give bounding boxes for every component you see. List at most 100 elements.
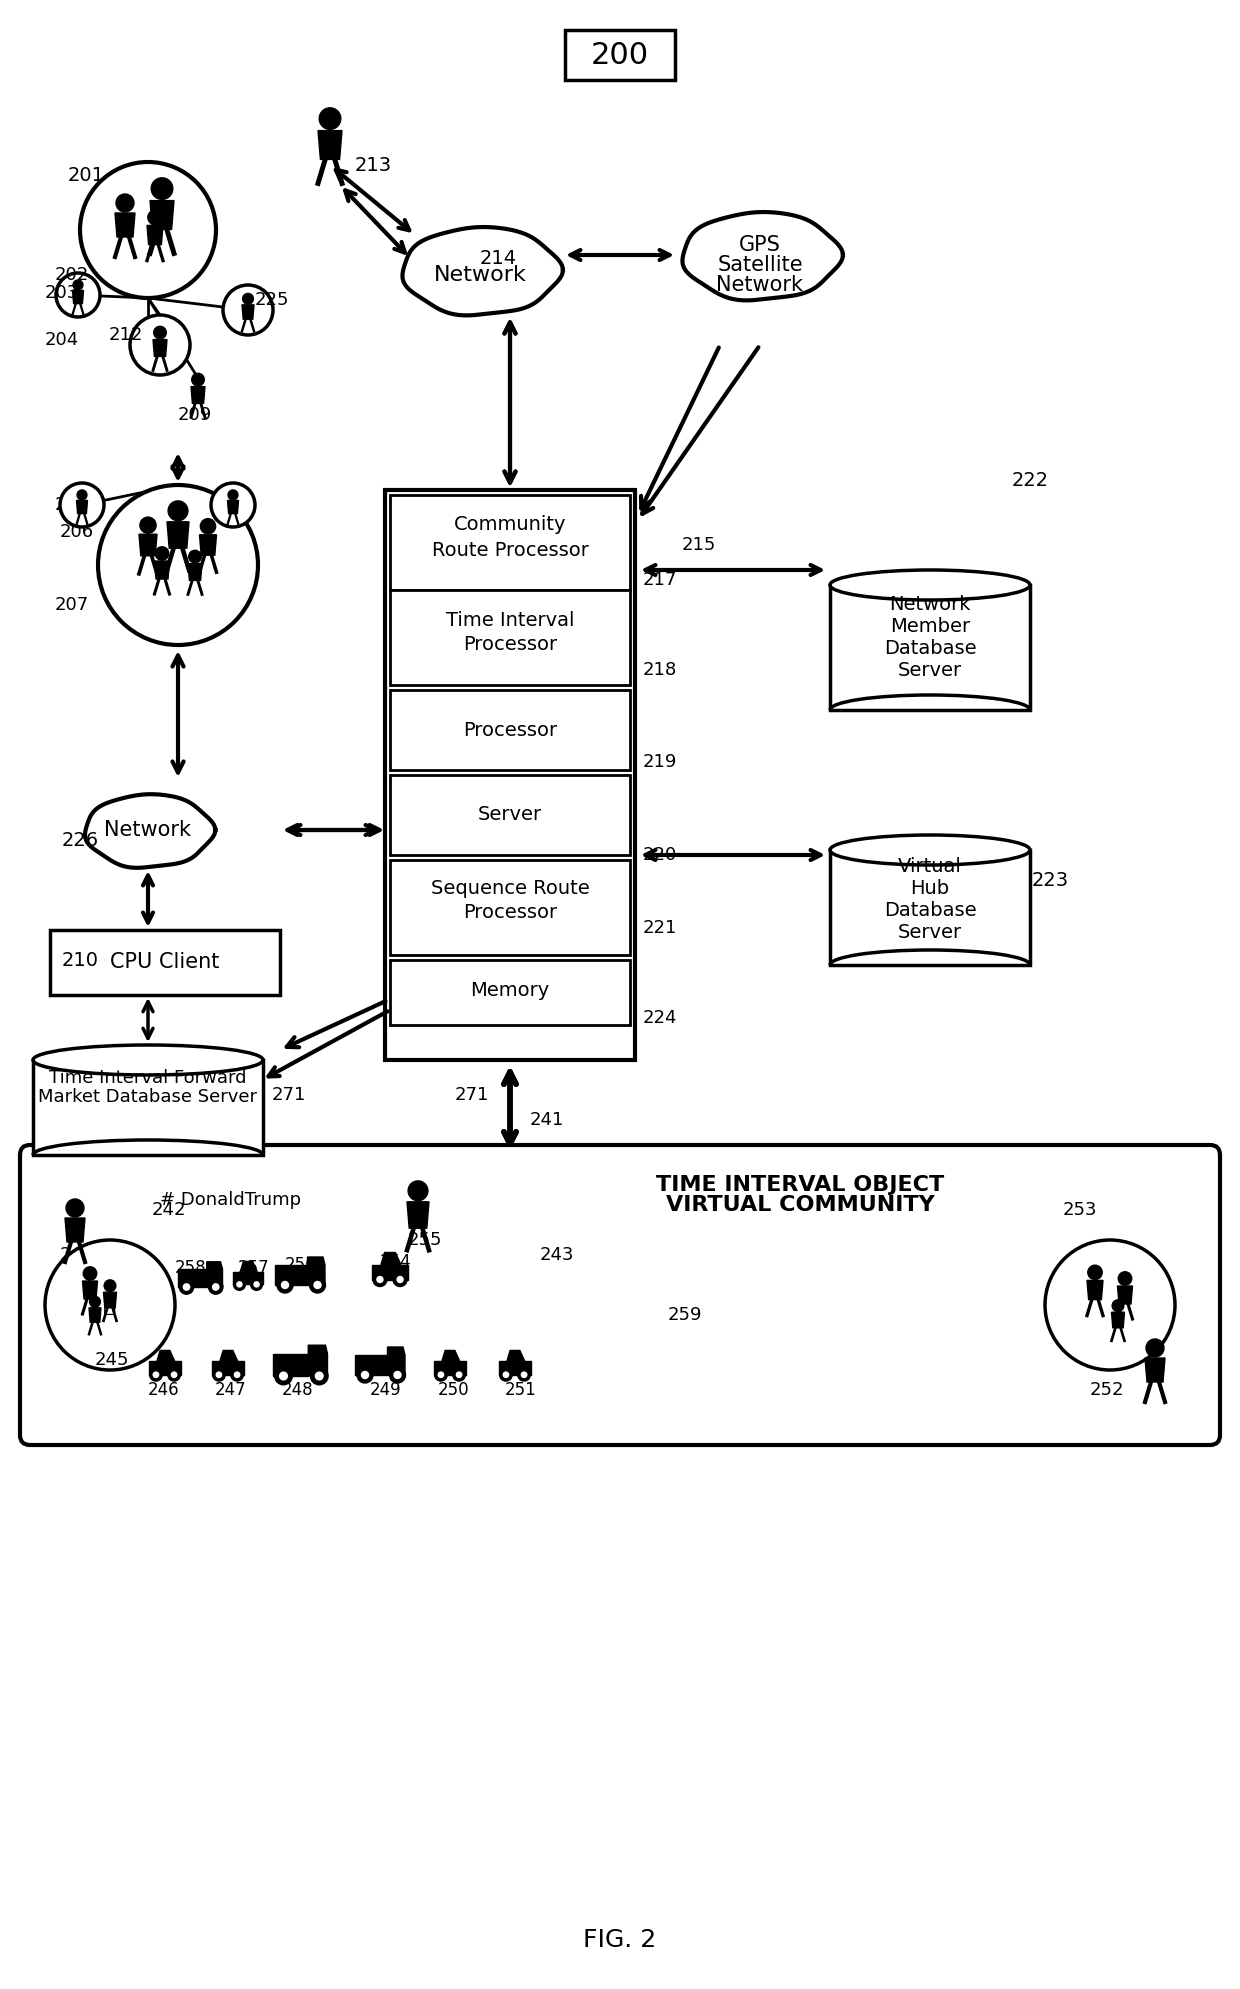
- Circle shape: [155, 547, 169, 561]
- Text: 254: 254: [379, 1253, 412, 1271]
- Text: CPU Client: CPU Client: [110, 953, 219, 973]
- Circle shape: [98, 485, 258, 644]
- Text: 201: 201: [68, 165, 105, 185]
- Text: Route Processor: Route Processor: [432, 541, 589, 559]
- Bar: [830, 849, 1030, 965]
- Circle shape: [233, 1279, 246, 1291]
- Text: 256: 256: [285, 1255, 316, 1275]
- Text: # DonaldTrump: # DonaldTrump: [160, 1191, 301, 1209]
- Text: 243: 243: [539, 1245, 574, 1263]
- Bar: [391, 776, 630, 855]
- Polygon shape: [167, 521, 188, 549]
- Polygon shape: [1111, 1313, 1125, 1329]
- Circle shape: [154, 326, 166, 338]
- Text: Community: Community: [454, 515, 567, 535]
- Circle shape: [89, 1297, 100, 1307]
- Bar: [273, 1355, 309, 1376]
- Circle shape: [154, 1372, 159, 1378]
- Polygon shape: [83, 1281, 98, 1299]
- Text: 246: 246: [148, 1380, 180, 1398]
- Circle shape: [150, 1368, 162, 1380]
- Text: 241: 241: [529, 1112, 564, 1130]
- Bar: [498, 1360, 531, 1374]
- Text: 204: 204: [45, 330, 79, 348]
- Circle shape: [192, 374, 205, 386]
- Ellipse shape: [33, 1044, 263, 1074]
- Circle shape: [503, 1372, 508, 1378]
- Text: 249: 249: [370, 1380, 402, 1398]
- Text: 271: 271: [455, 1086, 490, 1104]
- Bar: [384, 489, 635, 1060]
- Text: 221: 221: [644, 919, 677, 937]
- Circle shape: [280, 1372, 288, 1380]
- Polygon shape: [308, 1257, 325, 1285]
- Text: 208: 208: [218, 495, 252, 513]
- Circle shape: [231, 1368, 243, 1380]
- Circle shape: [500, 1368, 512, 1380]
- Text: 271: 271: [272, 1086, 306, 1104]
- Circle shape: [277, 1277, 293, 1293]
- Circle shape: [130, 314, 190, 376]
- Bar: [391, 961, 630, 1024]
- Polygon shape: [441, 1351, 460, 1360]
- Text: Network: Network: [889, 595, 971, 615]
- Polygon shape: [309, 1345, 327, 1376]
- Circle shape: [45, 1239, 175, 1370]
- Text: 225: 225: [255, 290, 289, 308]
- Circle shape: [171, 1372, 177, 1378]
- Polygon shape: [139, 535, 157, 555]
- Circle shape: [250, 1279, 263, 1291]
- Text: 226: 226: [62, 831, 99, 849]
- Circle shape: [77, 489, 87, 499]
- Polygon shape: [241, 1261, 257, 1271]
- Circle shape: [319, 107, 341, 129]
- Text: 205: 205: [55, 495, 89, 513]
- Polygon shape: [103, 1293, 117, 1309]
- Circle shape: [315, 1372, 324, 1380]
- Bar: [391, 495, 630, 591]
- Circle shape: [310, 1277, 325, 1293]
- Circle shape: [243, 294, 253, 304]
- Text: 257: 257: [238, 1259, 269, 1277]
- Text: 244: 244: [60, 1245, 94, 1263]
- Text: 250: 250: [438, 1380, 470, 1398]
- Circle shape: [167, 1368, 180, 1380]
- Polygon shape: [64, 1217, 86, 1241]
- Text: 220: 220: [644, 845, 677, 863]
- Circle shape: [184, 1283, 190, 1291]
- Ellipse shape: [830, 571, 1030, 601]
- Circle shape: [66, 1199, 84, 1217]
- Text: 214: 214: [480, 249, 517, 267]
- Text: Network: Network: [104, 819, 191, 839]
- Polygon shape: [86, 794, 216, 867]
- Text: Memory: Memory: [470, 981, 549, 1000]
- Text: 202: 202: [55, 267, 89, 284]
- Text: Network: Network: [717, 274, 804, 294]
- Bar: [391, 859, 630, 955]
- Bar: [565, 30, 675, 80]
- Text: 203: 203: [45, 284, 79, 302]
- Text: 216: 216: [436, 535, 471, 555]
- Polygon shape: [219, 1351, 238, 1360]
- Polygon shape: [507, 1351, 525, 1360]
- Circle shape: [310, 1366, 329, 1384]
- Circle shape: [212, 1368, 226, 1380]
- Circle shape: [373, 1273, 387, 1287]
- Text: Database: Database: [884, 640, 976, 658]
- Text: Market Database Server: Market Database Server: [38, 1088, 258, 1106]
- Text: 253: 253: [1063, 1201, 1097, 1219]
- Circle shape: [180, 1279, 193, 1295]
- Text: 212: 212: [109, 326, 143, 344]
- Text: Server: Server: [898, 923, 962, 941]
- Circle shape: [377, 1277, 383, 1283]
- Text: 218: 218: [644, 660, 677, 678]
- Polygon shape: [153, 340, 167, 356]
- Circle shape: [389, 1366, 405, 1382]
- Bar: [149, 1360, 181, 1374]
- Text: Time Interval Forward: Time Interval Forward: [50, 1068, 247, 1088]
- Bar: [434, 1360, 466, 1374]
- Bar: [50, 931, 280, 994]
- Text: Member: Member: [890, 617, 970, 636]
- Text: FIG. 2: FIG. 2: [583, 1927, 657, 1951]
- Circle shape: [275, 1366, 293, 1384]
